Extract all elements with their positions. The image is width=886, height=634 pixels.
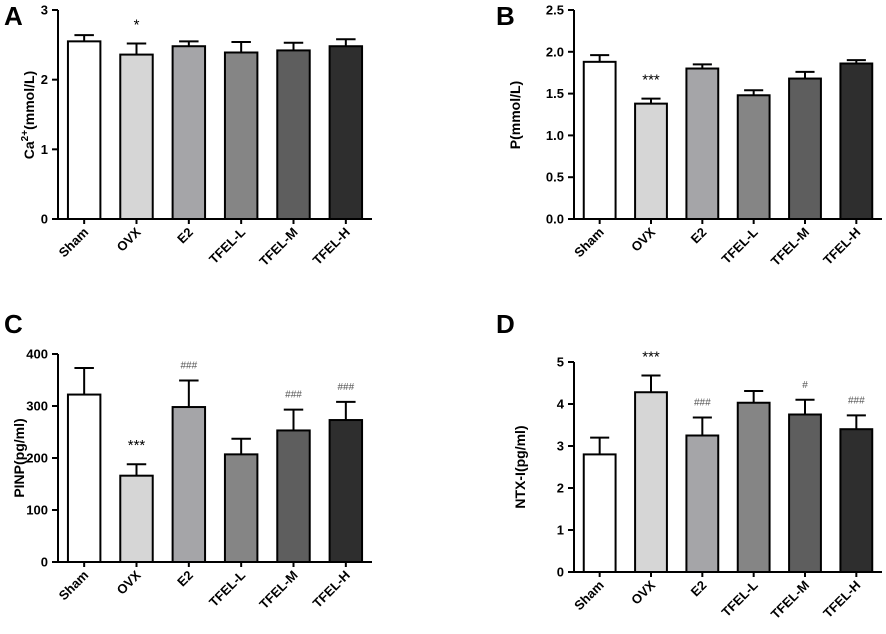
panel-b: B 0.0 0.5 1.0 1.5 2.0 2.5 P(mmol/L) Sham *** OVX E… [496, 1, 882, 269]
panel-d-bar-ovx [634, 391, 668, 573]
panel-d-significance-ovx: *** [642, 348, 660, 365]
panel-a: A 0 1 2 3 Ca2+(mmol/L) Sham * OVX E2 TFEL-L TFEL-M… [4, 1, 372, 269]
panel-b-bar-tfel-l [736, 94, 771, 220]
panel-d-category-label: TFEL-M [768, 578, 812, 622]
panel-a-bar-ovx [119, 53, 154, 220]
panel-c-y-tick-label: 100 [26, 503, 48, 518]
panel-c-bar-sham [66, 393, 102, 563]
panel-d-y-tick-label: 4 [557, 397, 565, 412]
panel-d-y-axis-label: NTX-I(pg/ml) [512, 425, 528, 508]
panel-a-category-label: OVX [114, 224, 144, 254]
panel-c-y-tick-label: 200 [26, 451, 48, 466]
panel-c-y-axis-label: PINP(pg/ml) [11, 418, 27, 497]
panel-b-marks: 0.0 0.5 1.0 1.5 2.0 2.5 P(mmol/L) Sham *** OVX E2 T… [507, 3, 882, 269]
panel-d-y-tick-label: 2 [557, 481, 564, 496]
panel-c-marks: 0 100 200 300 400 PINP(pg/ml) Sham *** OVX ### E2 T… [11, 347, 372, 612]
panel-b-y-axis-label: P(mmol/L) [507, 81, 523, 149]
panel-a-y-tick-label: 0 [41, 212, 48, 227]
panel-b-bar-sham [582, 60, 617, 220]
panel-d-category-label: TFEL-L [719, 577, 761, 619]
panel-b-y-tick-label: 2.5 [546, 3, 564, 18]
panel-a-y-tick-label: 2 [41, 72, 48, 87]
panel-c-bar-tfel-m [276, 429, 311, 563]
panel-d-y-tick-label: 3 [557, 439, 564, 454]
panel-a-y-tick-label: 3 [41, 3, 48, 18]
panel-d-significance-tfel-h: ### [848, 395, 865, 406]
panel-a-y-tick-label: 1 [41, 142, 48, 157]
panel-c-category-label: E2 [174, 568, 196, 590]
panel-d-significance-tfel-m: # [802, 380, 808, 391]
panel-b-category-label: OVX [628, 224, 658, 254]
panel-a-bar-tfel-l [223, 51, 259, 220]
panel-d-bar-sham [582, 453, 617, 573]
panel-b-category-label: TFEL-M [768, 225, 812, 269]
panel-c-significance-tfel-h: ### [337, 382, 354, 393]
panel-a-category-label: E2 [174, 225, 196, 247]
panel-c-bar-tfel-l [223, 453, 259, 563]
panel-d-category-label: Sham [571, 578, 607, 614]
panel-b-y-tick-label: 1.5 [546, 86, 564, 101]
panel-a-category-label: TFEL-H [310, 225, 353, 268]
panel-c-y-tick-label: 300 [26, 399, 48, 414]
panel-d: D 0 1 2 3 4 5 NTX-I(pg/ml) Sham *** OVX ### E2 TFEL-… [496, 309, 882, 622]
panel-b-bar-tfel-m [788, 77, 822, 220]
panel-d-bar-tfel-h [839, 428, 874, 574]
panel-a-bar-tfel-h [328, 45, 364, 220]
panel-c-letter: C [4, 309, 23, 339]
panel-a-y-axis-label-sup: 2+ [20, 130, 31, 142]
panel-a-category-label: TFEL-L [206, 224, 248, 266]
panel-a-y-axis-label-rest: (mmol/L) [21, 71, 37, 130]
panel-d-y-tick-label: 0 [557, 565, 564, 580]
panel-b-category-label: Sham [571, 225, 607, 261]
panel-a-category-label: TFEL-M [256, 225, 300, 269]
panel-d-bar-tfel-m [788, 413, 822, 573]
panel-d-category-label: OVX [628, 577, 658, 607]
panel-b-bar-ovx [634, 102, 668, 220]
panel-a-bar-sham [66, 40, 102, 220]
panel-d-bar-tfel-l [736, 401, 771, 573]
panel-b-bar-e2 [685, 67, 720, 220]
panel-a-y-axis-label: Ca2+(mmol/L) [20, 71, 37, 159]
panel-d-marks: 0 1 2 3 4 5 NTX-I(pg/ml) Sham *** OVX ### E2 TFEL-L #… [512, 348, 882, 622]
panel-c-category-label: TFEL-M [256, 568, 300, 612]
panel-b-letter: B [496, 1, 515, 31]
panel-d-y-tick-label: 1 [557, 523, 564, 538]
panel-b-category-label: TFEL-H [820, 225, 863, 268]
panel-c-category-label: OVX [114, 567, 144, 597]
panel-b-category-label: TFEL-L [719, 224, 761, 266]
panel-c-y-tick-label: 400 [26, 347, 48, 362]
panel-c: C 0 100 200 300 400 PINP(pg/ml) Sham *** OVX ### E… [4, 309, 372, 612]
panel-c-significance-tfel-m: ### [285, 390, 302, 401]
panel-d-category-label: E2 [688, 578, 710, 600]
panel-c-category-label: Sham [56, 568, 92, 604]
panel-c-significance-ovx: *** [128, 437, 146, 454]
panel-a-marks: 0 1 2 3 Ca2+(mmol/L) Sham * OVX E2 TFEL-L TFEL-M TF… [20, 3, 372, 269]
panel-d-significance-e2: ### [694, 397, 711, 408]
panel-b-y-tick-label: 0.5 [546, 170, 564, 185]
panel-a-y-axis-label-base: Ca [21, 141, 37, 159]
panel-a-significance-ovx: * [134, 16, 140, 33]
panel-c-y-tick-label: 0 [41, 555, 48, 570]
panel-c-significance-e2: ### [180, 361, 197, 372]
panel-c-bar-tfel-h [328, 419, 364, 564]
panel-b-y-tick-label: 1.0 [546, 128, 564, 143]
panel-c-category-label: TFEL-L [206, 567, 248, 609]
panel-d-y-tick-label: 5 [557, 355, 564, 370]
panel-c-bar-e2 [171, 406, 207, 564]
panel-a-category-label: Sham [56, 225, 92, 261]
panel-a-bar-tfel-m [276, 49, 311, 221]
panel-b-y-tick-label: 2.0 [546, 44, 564, 59]
panel-b-category-label: E2 [688, 225, 710, 247]
panel-c-category-label: TFEL-H [310, 568, 353, 611]
panel-c-bar-ovx [119, 474, 154, 563]
panel-b-y-tick-label: 0.0 [546, 212, 564, 227]
panel-d-category-label: TFEL-H [820, 578, 863, 621]
panel-a-bar-e2 [171, 45, 207, 220]
panel-a-letter: A [4, 1, 23, 31]
panel-d-letter: D [496, 309, 515, 339]
panel-d-bar-e2 [685, 434, 720, 573]
panel-b-significance-ovx: *** [642, 72, 660, 89]
panel-b-bar-tfel-h [839, 62, 874, 221]
